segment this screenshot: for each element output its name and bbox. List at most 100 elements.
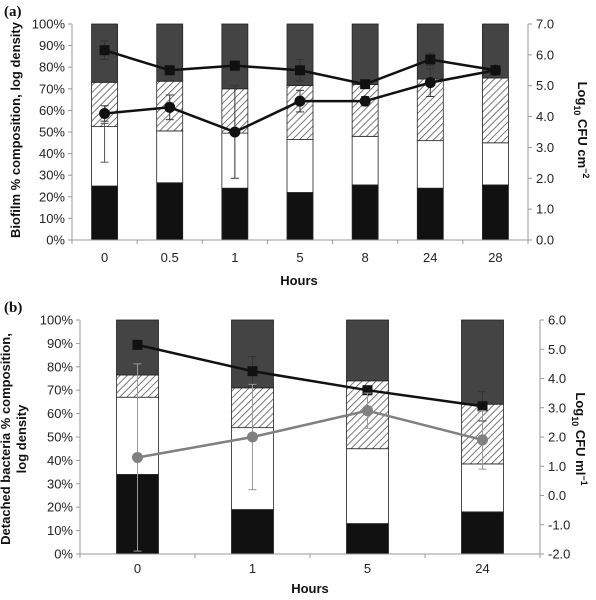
series-point-1-1 bbox=[164, 101, 176, 113]
panel-a-plot: 0% 10% 20% 30% 40% 50% 60% 70% 80% 90% 100% 0.0 1.0 2… bbox=[32, 17, 554, 266]
panel-a-y2-title-sub: 10 bbox=[572, 105, 582, 115]
y-tick-label-4: 40% bbox=[39, 146, 65, 161]
panel-a-y2-title-rest: CFU cm bbox=[575, 115, 590, 168]
x-tick-label-3: 24 bbox=[475, 561, 489, 576]
bar-segment-2-4 bbox=[351, 84, 379, 137]
series-point-1-0 bbox=[132, 451, 143, 463]
y2-tick-label-7: 7.0 bbox=[536, 17, 554, 32]
x-tick-label-4: 8 bbox=[362, 250, 369, 265]
y2-tick-label-1: 1.0 bbox=[536, 202, 554, 217]
panel-b-y-axis-title-line1: Detached bacteria % composition, bbox=[0, 333, 13, 545]
panel-a-y2-title-main: Log bbox=[575, 82, 590, 106]
series-point-0-2 bbox=[229, 60, 240, 71]
bar-segment-0-4 bbox=[351, 184, 379, 241]
series-point-1-4 bbox=[359, 95, 371, 107]
x-tick-label-2: 5 bbox=[364, 561, 371, 576]
y2-tick-label-4: 2.0 bbox=[548, 430, 566, 445]
y2-tick-label-7: 5.0 bbox=[548, 342, 566, 357]
x-tick-label-1: 1 bbox=[249, 561, 256, 576]
bar-segment-0-6 bbox=[482, 184, 509, 241]
y-tick-label-1: 10% bbox=[39, 211, 65, 226]
bar-segment-0-1 bbox=[231, 509, 274, 555]
y2-tick-label-0: 0.0 bbox=[536, 233, 554, 248]
panel-b-x-axis-title: Hours bbox=[291, 581, 329, 596]
x-tick-label-2: 1 bbox=[231, 250, 238, 265]
panel-a-y2-title-sup: −2 bbox=[581, 168, 591, 178]
y-tick-label-6: 60% bbox=[47, 406, 73, 421]
bar-segment-3-4 bbox=[351, 23, 379, 85]
series-point-0-3 bbox=[295, 65, 305, 76]
series-point-0-0 bbox=[99, 45, 110, 56]
bar-segment-2-6 bbox=[482, 77, 509, 144]
y-tick-label-3: 30% bbox=[47, 476, 73, 491]
bar-segment-0-1 bbox=[156, 182, 184, 241]
series-point-0-5 bbox=[425, 54, 436, 65]
series-line-1 bbox=[137, 409, 483, 459]
panel-b-y2-title-rest: CFU ml bbox=[573, 426, 588, 475]
series-point-0-1 bbox=[164, 65, 175, 76]
bar-segment-3-3 bbox=[461, 319, 504, 405]
bar-segment-3-2 bbox=[346, 319, 389, 382]
x-tick-label-6: 28 bbox=[488, 250, 502, 265]
series-point-1-5 bbox=[424, 77, 436, 89]
bar-segment-0-0 bbox=[91, 185, 118, 241]
panel-b: (b) 0% 10% 20% 30% 40% 50% 60% 70% 80% 90% 100% -2.… bbox=[0, 300, 589, 596]
bar-segment-1-1 bbox=[156, 130, 184, 184]
y2-tick-label-4: 4.0 bbox=[536, 109, 554, 124]
y-tick-label-10: 100% bbox=[32, 17, 66, 32]
y2-tick-label-2: 2.0 bbox=[536, 171, 554, 186]
y-tick-label-6: 60% bbox=[39, 103, 65, 118]
series-point-1-3 bbox=[477, 434, 488, 446]
bar-segment-0-3 bbox=[286, 192, 314, 241]
x-tick-label-0: 0 bbox=[134, 561, 141, 576]
y2-tick-label-0: -2.0 bbox=[548, 547, 570, 562]
y-tick-label-8: 80% bbox=[39, 60, 65, 75]
panel-a: (a) 0% 10% 20% 30% 40% 50% 60% 70% 80% 90% 100% 0.0… bbox=[4, 4, 591, 288]
y2-tick-label-3: 3.0 bbox=[536, 140, 554, 155]
y-tick-label-9: 90% bbox=[47, 336, 73, 351]
bar-segment-1-5 bbox=[416, 140, 444, 189]
y-tick-label-4: 40% bbox=[47, 453, 73, 468]
bar-segment-3-2 bbox=[221, 23, 249, 90]
y2-tick-label-5: 3.0 bbox=[548, 400, 566, 415]
panel-b-y2-title-sub: 10 bbox=[570, 416, 580, 426]
panel-b-plot: 0% 10% 20% 30% 40% 50% 60% 70% 80% 90% 100% -2.0 -1.… bbox=[40, 313, 571, 577]
series-line-0 bbox=[137, 343, 483, 408]
y-tick-label-3: 30% bbox=[39, 168, 65, 183]
y-tick-label-5: 50% bbox=[39, 125, 65, 140]
panel-b-y2-axis-title: Log10 CFU ml−1 bbox=[570, 392, 589, 485]
y-tick-label-7: 70% bbox=[47, 383, 73, 398]
panel-b-y-axis-title-line2: log density bbox=[14, 404, 29, 473]
y2-tick-label-6: 4.0 bbox=[548, 371, 566, 386]
panel-b-y2-title-main: Log bbox=[573, 392, 588, 416]
bar-segment-1-3 bbox=[286, 139, 314, 193]
y-tick-label-0: 0% bbox=[54, 547, 73, 562]
bar-segment-1-6 bbox=[482, 142, 509, 186]
series-point-1-2 bbox=[362, 405, 373, 417]
y-tick-label-5: 50% bbox=[47, 430, 73, 445]
y2-tick-label-3: 1.0 bbox=[548, 459, 566, 474]
x-tick-label-5: 24 bbox=[423, 250, 437, 265]
series-point-0-2 bbox=[362, 385, 373, 396]
series-point-1-1 bbox=[247, 431, 258, 443]
y2-tick-label-1: -1.0 bbox=[548, 517, 570, 532]
y-tick-label-7: 70% bbox=[39, 81, 65, 96]
y2-tick-label-5: 5.0 bbox=[536, 78, 554, 93]
bar-segment-0-3 bbox=[461, 511, 504, 555]
y-tick-label-2: 20% bbox=[47, 500, 73, 515]
panel-a-y2-axis-title: Log10 CFU cm−2 bbox=[572, 82, 591, 179]
y-tick-label-1: 10% bbox=[47, 523, 73, 538]
y-tick-label-2: 20% bbox=[39, 189, 65, 204]
panel-b-label: (b) bbox=[4, 300, 22, 316]
bar-segment-0-5 bbox=[416, 187, 444, 241]
y2-tick-label-6: 6.0 bbox=[536, 47, 554, 62]
y-tick-label-10: 100% bbox=[40, 313, 74, 328]
series-point-1-6 bbox=[489, 64, 501, 76]
x-tick-label-1: 0.5 bbox=[161, 250, 179, 265]
panel-a-y-axis-title: Biofilm % composition, log density bbox=[8, 21, 23, 238]
series-point-0-3 bbox=[477, 401, 488, 412]
y2-tick-label-8: 6.0 bbox=[548, 313, 566, 328]
y2-tick-label-2: 0.0 bbox=[548, 488, 566, 503]
series-point-1-3 bbox=[294, 95, 306, 107]
